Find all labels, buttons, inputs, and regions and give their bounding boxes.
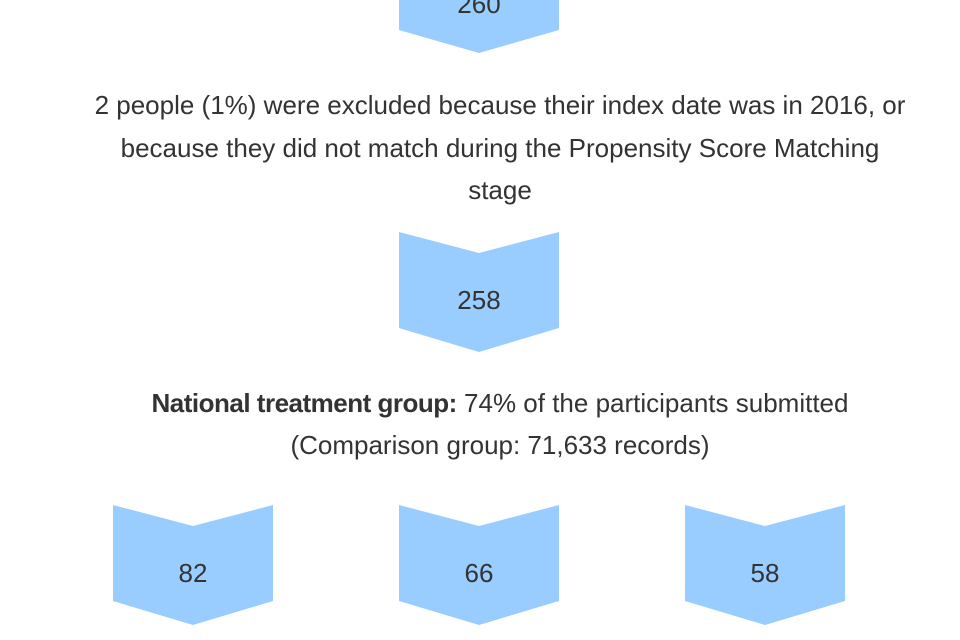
chevron: [399, 232, 559, 352]
node-label: 82: [179, 558, 208, 588]
chevron: [399, 0, 559, 53]
exclusion-line: because they did not match during the Pr…: [120, 133, 880, 163]
node-label: 258: [457, 285, 500, 315]
node-label: 260: [457, 0, 500, 19]
treatment-text: 74% of the participants submitted: [456, 388, 849, 418]
exclusion-line: 2 people (1%) were excluded because thei…: [94, 90, 906, 120]
chevron: [685, 505, 845, 625]
treatment-line: National treatment group: 74% of the par…: [0, 388, 960, 418]
chevron: [113, 505, 273, 625]
chevron: [399, 505, 559, 625]
exclusion-line: stage: [468, 175, 532, 205]
treatment-label: National treatment group:: [151, 388, 458, 418]
node-label: 66: [465, 558, 494, 588]
node-label: 58: [751, 558, 780, 588]
comparison-line: (Comparison group: 71,633 records): [290, 430, 710, 460]
